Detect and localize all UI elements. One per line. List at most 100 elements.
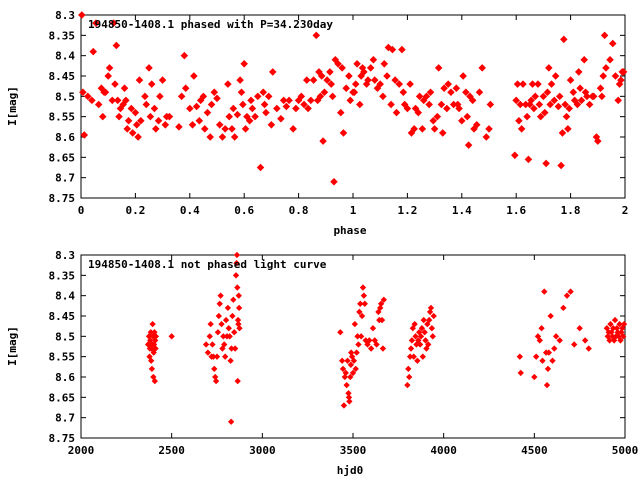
phased-data-point: [346, 96, 355, 105]
phased-data-point: [554, 102, 563, 111]
phased-plot-title: 194850-1408.1 phased with P=34.230day: [88, 18, 333, 31]
phased-data-point: [542, 159, 550, 168]
phased-data-point: [524, 155, 533, 164]
unphased-data-point: [202, 341, 210, 348]
phased-plot-ticks: 0 0.2 0.4 0.6 0.8 1 1.2 1.4 1.6 1.8 2 8.3 8.35 8.4 8.4…: [49, 9, 629, 217]
phased-data-point: [239, 100, 247, 109]
phased-data-point: [574, 68, 583, 76]
phased-data-point: [614, 96, 622, 105]
phased-data-point: [113, 96, 122, 105]
phased-data-point: [132, 121, 141, 129]
phased-data-point: [92, 19, 100, 27]
phased-data-point: [602, 64, 610, 72]
phased-data-point: [195, 116, 204, 125]
phased-data-point: [589, 92, 598, 101]
phased-data-point: [122, 96, 130, 105]
phased-data-point: [186, 104, 194, 113]
phased-data-point: [345, 72, 353, 80]
unphased-data-point: [373, 341, 380, 348]
phased-data-point: [558, 129, 567, 137]
phased-data-point: [583, 92, 591, 101]
unphased-data-point: [371, 337, 378, 344]
unphased-data-point: [235, 304, 243, 312]
unphased-data-point: [585, 345, 592, 352]
phased-data-point: [462, 88, 470, 97]
phased-data-point: [437, 100, 446, 109]
unphased-data-point: [422, 337, 429, 344]
unphased-data-point: [375, 308, 382, 316]
phased-plot-xlabel: phase: [333, 224, 366, 237]
unphased-data-point: [152, 345, 159, 352]
phased-data-point: [200, 125, 209, 133]
phased-data-point: [350, 88, 359, 97]
phased-data-point: [364, 76, 372, 84]
phased-data-point: [534, 80, 542, 88]
phased-data-point: [606, 55, 614, 64]
phased-data-point: [596, 84, 605, 92]
phased-data-point: [123, 125, 132, 133]
unphased-data-point: [204, 349, 212, 356]
phased-data-point: [218, 133, 227, 141]
unphased-data-point: [430, 312, 437, 320]
phased-data-point: [569, 88, 578, 97]
unphased-data-point: [366, 337, 373, 344]
phased-plot-frame: [80, 14, 626, 199]
unphased-data-point: [151, 377, 158, 385]
phased-data-point: [259, 88, 268, 97]
unphased-data-point: [234, 377, 241, 385]
phased-data-point: [330, 177, 338, 186]
phased-data-point: [356, 100, 364, 109]
unphased-data-point: [224, 304, 232, 312]
phased-data-point: [181, 84, 190, 92]
unphased-data-point: [532, 353, 540, 360]
unphased-data-point: [350, 357, 358, 364]
phased-data-point: [328, 92, 337, 101]
phased-data-point: [594, 137, 602, 145]
unphased-data-point: [353, 349, 360, 356]
phased-data-point: [455, 104, 463, 113]
phased-data-point: [327, 80, 336, 88]
unphased-data-point: [348, 353, 356, 360]
phased-data-point: [142, 100, 151, 109]
phased-data-point: [517, 125, 526, 133]
phased-data-point: [530, 104, 538, 113]
phased-data-point: [387, 100, 395, 109]
unphased-data-point: [556, 337, 563, 344]
unphased-data-point: [617, 337, 624, 344]
unphased-ytick-label: 8.3: [55, 249, 75, 262]
phased-data-point: [289, 125, 297, 133]
phased-data-point: [150, 104, 159, 113]
unphased-data-point: [414, 357, 421, 364]
phased-data-point: [440, 84, 448, 92]
unphased-data-point: [361, 300, 368, 307]
phased-data-point: [175, 123, 183, 131]
unphased-xtick-label: 3500: [340, 444, 367, 457]
unphased-data-point: [356, 308, 363, 316]
phased-data-point: [326, 68, 334, 76]
unphased-data-point: [216, 300, 223, 307]
unphased-data-point: [425, 341, 432, 348]
unphased-data-point: [221, 341, 228, 348]
phased-ytick-label: 8.35: [49, 29, 76, 42]
unphased-data-point: [416, 329, 423, 336]
unphased-data-point: [343, 381, 350, 389]
phased-data-point: [438, 129, 447, 137]
phased-data-point: [585, 100, 594, 109]
unphased-data-point: [358, 312, 366, 320]
phased-xtick-label: 0: [78, 204, 85, 217]
unphased-data-point: [338, 357, 346, 364]
phased-ytick-label: 8.45: [49, 70, 76, 83]
phased-data-point: [262, 108, 270, 117]
unphased-data-point: [340, 402, 348, 409]
phased-data-point: [128, 129, 137, 137]
phased-data-point: [248, 104, 257, 113]
phased-ytick-label: 8.4: [55, 50, 75, 63]
phased-data-point: [511, 151, 519, 160]
phased-data-point: [88, 96, 96, 105]
phased-ytick-label: 8.7: [55, 172, 75, 185]
unphased-data-point: [359, 284, 367, 291]
phased-data-point: [146, 112, 155, 121]
phased-data-point: [463, 112, 472, 121]
phased-data-point: [528, 80, 537, 88]
phased-data-point: [124, 116, 133, 125]
